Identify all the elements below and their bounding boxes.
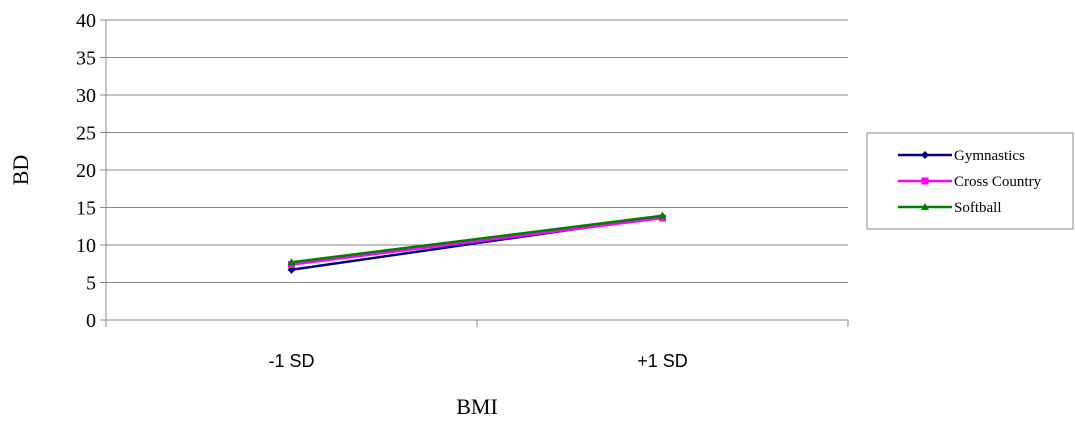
legend-label-softball: Softball xyxy=(954,200,1002,216)
series-line-cross-country xyxy=(291,216,663,266)
y-tick-label: 20 xyxy=(76,160,96,182)
series-lines xyxy=(287,211,667,274)
y-tick-label: 15 xyxy=(76,198,96,220)
y-tick-label: 5 xyxy=(86,273,96,295)
y-tick-label: 25 xyxy=(76,123,96,145)
legend-marker-softball xyxy=(921,203,929,210)
legend: Gymnastics Cross Country Softball xyxy=(866,132,1074,230)
axes xyxy=(100,19,849,327)
y-tick-label: 30 xyxy=(76,85,96,107)
series-line-softball xyxy=(291,214,663,264)
legend-label-gymnastics: Gymnastics xyxy=(954,148,1025,164)
gridlines xyxy=(106,19,848,283)
y-tick-label: 10 xyxy=(76,235,96,257)
legend-label-cross-country: Cross Country xyxy=(954,174,1042,190)
y-tick-labels: 0 5 10 15 20 25 30 35 40 xyxy=(76,10,96,332)
data-point-softball xyxy=(287,258,296,266)
y-tick-label: 0 xyxy=(86,310,96,332)
y-axis-label: BD xyxy=(8,155,33,186)
x-tick-label: -1 SD xyxy=(268,351,314,371)
legend-marker-cross-country xyxy=(921,177,929,185)
y-tick-label: 40 xyxy=(76,10,96,32)
y-tick-label: 35 xyxy=(76,48,96,70)
x-tick-labels: -1 SD +1 SD xyxy=(268,351,687,371)
data-point-softball xyxy=(658,211,667,219)
x-axis-label: BMI xyxy=(456,394,498,419)
x-tick-label: +1 SD xyxy=(637,351,688,371)
legend-marker-gymnastics xyxy=(921,151,929,159)
